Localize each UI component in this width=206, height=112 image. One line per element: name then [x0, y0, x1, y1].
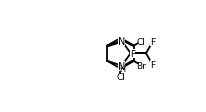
Text: F: F: [149, 61, 154, 70]
Text: N: N: [117, 61, 125, 71]
Text: F: F: [149, 38, 154, 47]
Text: F: F: [129, 49, 135, 58]
Text: H: H: [119, 65, 125, 73]
Text: Br: Br: [135, 61, 145, 70]
Text: Cl: Cl: [115, 72, 124, 81]
Text: Cl: Cl: [136, 38, 144, 47]
Text: N: N: [117, 37, 125, 46]
